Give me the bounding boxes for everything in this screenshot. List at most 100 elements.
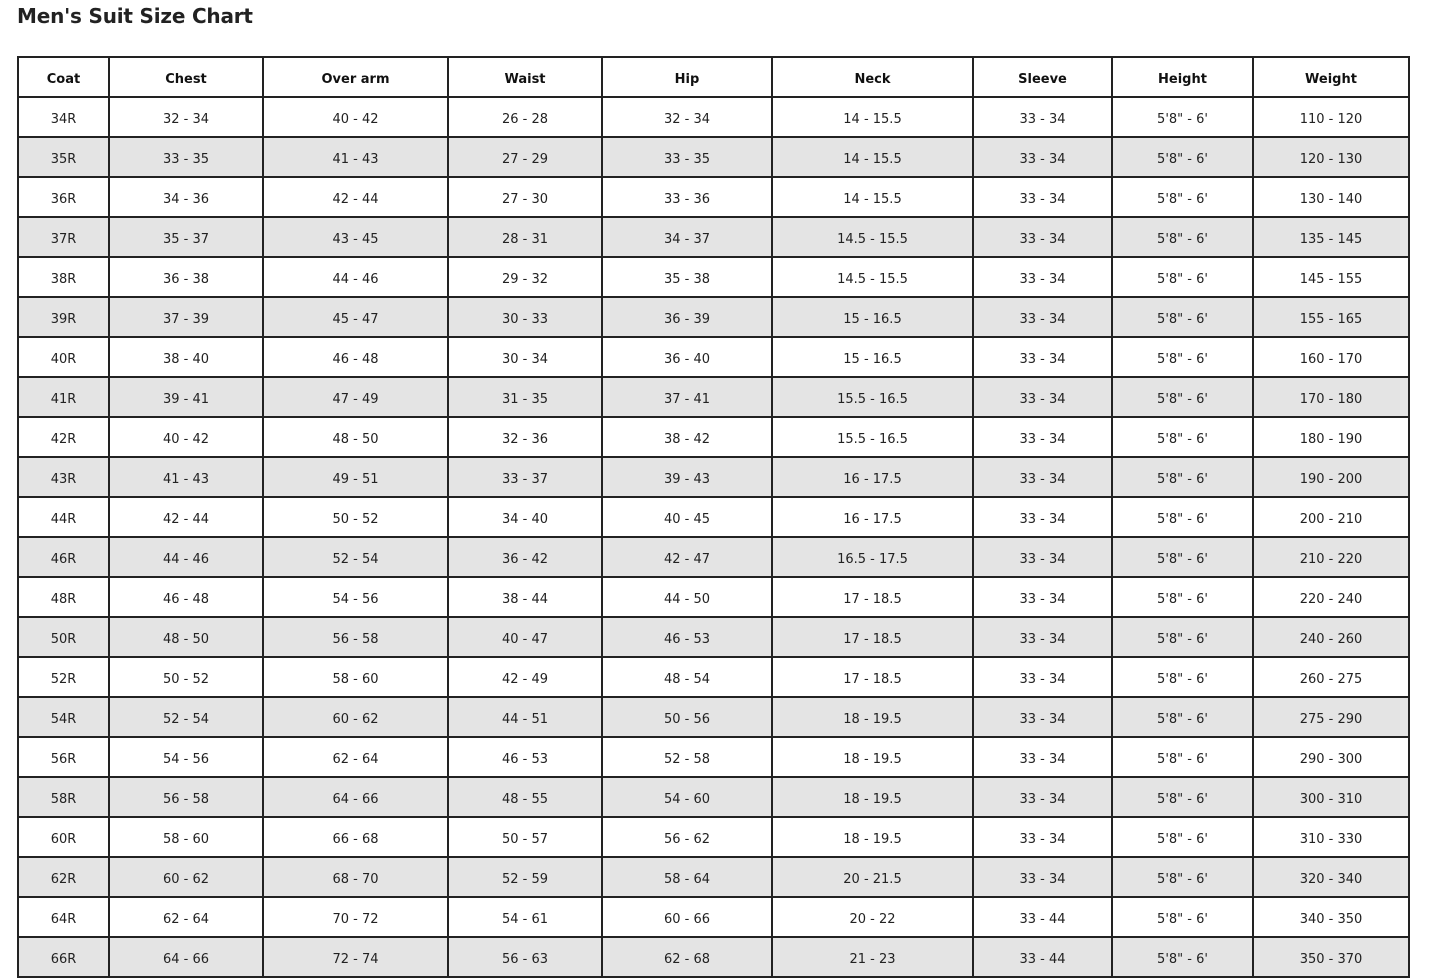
table-cell: 160 - 170 xyxy=(1252,336,1410,378)
table-cell: 52 - 54 xyxy=(108,696,264,738)
table-cell: 40 - 47 xyxy=(447,616,603,658)
table-cell: 40 - 42 xyxy=(108,416,264,458)
table-cell: 14 - 15.5 xyxy=(771,136,974,178)
table-cell: 54R xyxy=(17,696,110,738)
table-cell: 5'8" - 6' xyxy=(1111,456,1254,498)
table-cell: 33 - 44 xyxy=(972,896,1113,938)
table-cell: 35 - 37 xyxy=(108,216,264,258)
table-cell: 33 - 35 xyxy=(601,136,773,178)
table-cell: 58 - 60 xyxy=(108,816,264,858)
table-cell: 64R xyxy=(17,896,110,938)
table-cell: 32 - 36 xyxy=(447,416,603,458)
table-cell: 5'8" - 6' xyxy=(1111,216,1254,258)
table-cell: 5'8" - 6' xyxy=(1111,896,1254,938)
table-cell: 15.5 - 16.5 xyxy=(771,376,974,418)
table-cell: 5'8" - 6' xyxy=(1111,496,1254,538)
table-row: 35R 33 - 35 41 - 43 27 - 29 33 - 35 14 - 15.5… xyxy=(17,136,1410,178)
table-cell: 39R xyxy=(17,296,110,338)
table-cell: 5'8" - 6' xyxy=(1111,776,1254,818)
table-row: 52R 50 - 52 58 - 60 42 - 49 48 - 54 17 - 18.5… xyxy=(17,656,1410,698)
table-cell: 28 - 31 xyxy=(447,216,603,258)
table-cell: 36 - 40 xyxy=(601,336,773,378)
table-cell: 62 - 64 xyxy=(108,896,264,938)
table-cell: 29 - 32 xyxy=(447,256,603,298)
table-cell: 14.5 - 15.5 xyxy=(771,256,974,298)
table-row: 66R 64 - 66 72 - 74 56 - 63 62 - 68 21 - 23 33… xyxy=(17,936,1410,978)
size-chart-table: Coat Chest Over arm Waist Hip Neck Sleeve Heigh… xyxy=(17,56,1410,978)
table-row: 42R 40 - 42 48 - 50 32 - 36 38 - 42 15.5 - 16… xyxy=(17,416,1410,458)
table-cell: 33 - 34 xyxy=(972,656,1113,698)
table-cell: 46R xyxy=(17,536,110,578)
table-cell: 33 - 35 xyxy=(108,136,264,178)
table-cell: 30 - 33 xyxy=(447,296,603,338)
table-cell: 33 - 34 xyxy=(972,256,1113,298)
table-cell: 33 - 34 xyxy=(972,576,1113,618)
table-cell: 41 - 43 xyxy=(108,456,264,498)
table-cell: 56 - 58 xyxy=(262,616,449,658)
table-cell: 36 - 39 xyxy=(601,296,773,338)
table-cell: 155 - 165 xyxy=(1252,296,1410,338)
table-cell: 60 - 66 xyxy=(601,896,773,938)
table-cell: 33 - 34 xyxy=(972,216,1113,258)
table-cell: 52 - 54 xyxy=(262,536,449,578)
table-cell: 15.5 - 16.5 xyxy=(771,416,974,458)
table-cell: 33 - 34 xyxy=(972,456,1113,498)
table-cell: 5'8" - 6' xyxy=(1111,336,1254,378)
table-cell: 42 - 44 xyxy=(262,176,449,218)
table-cell: 36 - 38 xyxy=(108,256,264,298)
table-cell: 275 - 290 xyxy=(1252,696,1410,738)
table-cell: 66 - 68 xyxy=(262,816,449,858)
table-cell: 50 - 56 xyxy=(601,696,773,738)
table-cell: 14 - 15.5 xyxy=(771,96,974,138)
table-cell: 46 - 53 xyxy=(601,616,773,658)
table-cell: 17 - 18.5 xyxy=(771,656,974,698)
table-cell: 54 - 61 xyxy=(447,896,603,938)
column-header-over-arm: Over arm xyxy=(262,56,449,98)
table-cell: 5'8" - 6' xyxy=(1111,696,1254,738)
table-cell: 48 - 50 xyxy=(108,616,264,658)
table-cell: 5'8" - 6' xyxy=(1111,656,1254,698)
table-cell: 18 - 19.5 xyxy=(771,696,974,738)
table-cell: 40R xyxy=(17,336,110,378)
table-cell: 49 - 51 xyxy=(262,456,449,498)
table-cell: 34 - 36 xyxy=(108,176,264,218)
table-cell: 42 - 49 xyxy=(447,656,603,698)
table-cell: 200 - 210 xyxy=(1252,496,1410,538)
table-cell: 42 - 47 xyxy=(601,536,773,578)
table-cell: 33 - 34 xyxy=(972,376,1113,418)
table-cell: 50 - 52 xyxy=(262,496,449,538)
table-cell: 43R xyxy=(17,456,110,498)
table-cell: 21 - 23 xyxy=(771,936,974,978)
column-header-weight: Weight xyxy=(1252,56,1410,98)
table-row: 36R 34 - 36 42 - 44 27 - 30 33 - 36 14 - 15.5… xyxy=(17,176,1410,218)
table-row: 54R 52 - 54 60 - 62 44 - 51 50 - 56 18 - 19.5… xyxy=(17,696,1410,738)
table-cell: 38 - 42 xyxy=(601,416,773,458)
table-cell: 33 - 34 xyxy=(972,416,1113,458)
table-cell: 120 - 130 xyxy=(1252,136,1410,178)
table-row: 37R 35 - 37 43 - 45 28 - 31 34 - 37 14.5 - 15… xyxy=(17,216,1410,258)
table-cell: 18 - 19.5 xyxy=(771,816,974,858)
table-cell: 17 - 18.5 xyxy=(771,576,974,618)
table-cell: 15 - 16.5 xyxy=(771,296,974,338)
table-cell: 37R xyxy=(17,216,110,258)
table-cell: 68 - 70 xyxy=(262,856,449,898)
table-cell: 60 - 62 xyxy=(262,696,449,738)
table-cell: 135 - 145 xyxy=(1252,216,1410,258)
table-cell: 5'8" - 6' xyxy=(1111,136,1254,178)
table-cell: 33 - 34 xyxy=(972,776,1113,818)
table-cell: 145 - 155 xyxy=(1252,256,1410,298)
table-row: 38R 36 - 38 44 - 46 29 - 32 35 - 38 14.5 - 15… xyxy=(17,256,1410,298)
table-row: 46R 44 - 46 52 - 54 36 - 42 42 - 47 16.5 - 17… xyxy=(17,536,1410,578)
table-cell: 5'8" - 6' xyxy=(1111,576,1254,618)
table-row: 48R 46 - 48 54 - 56 38 - 44 44 - 50 17 - 18.5… xyxy=(17,576,1410,618)
table-cell: 33 - 34 xyxy=(972,616,1113,658)
column-header-height: Height xyxy=(1111,56,1254,98)
table-cell: 33 - 34 xyxy=(972,696,1113,738)
table-cell: 33 - 34 xyxy=(972,856,1113,898)
table-cell: 52 - 59 xyxy=(447,856,603,898)
table-cell: 60R xyxy=(17,816,110,858)
table-cell: 56 - 63 xyxy=(447,936,603,978)
table-cell: 35R xyxy=(17,136,110,178)
table-cell: 36 - 42 xyxy=(447,536,603,578)
table-cell: 33 - 44 xyxy=(972,936,1113,978)
